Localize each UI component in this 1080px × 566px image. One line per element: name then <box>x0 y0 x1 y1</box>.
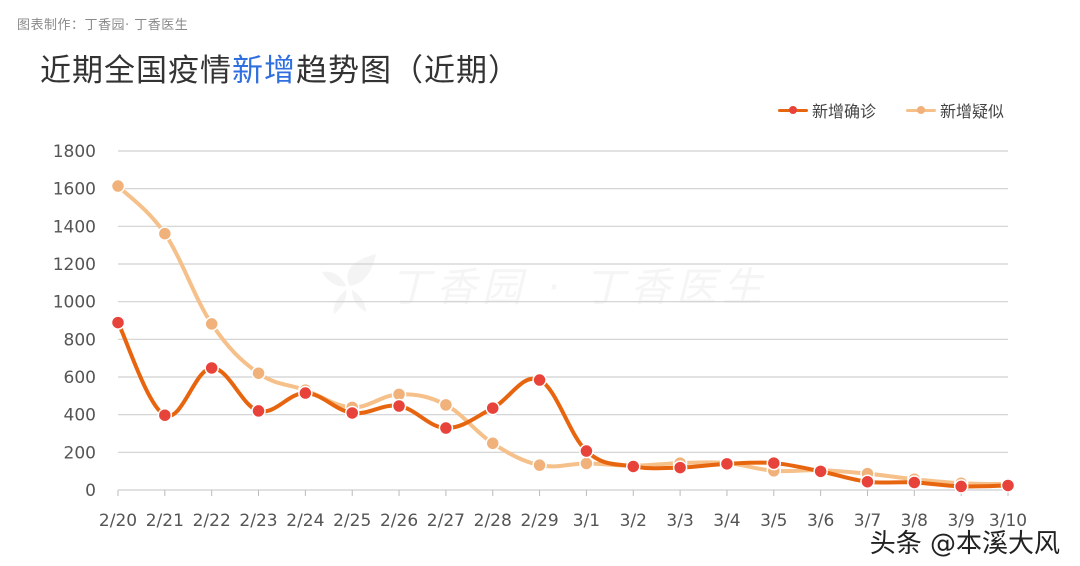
chart-credit: 图表制作：丁香园· 丁香医生 <box>17 18 189 33</box>
x-tick-label: 2/26 <box>380 511 418 531</box>
x-tick-label: 3/6 <box>807 511 834 531</box>
x-tick-label: 2/21 <box>146 511 184 531</box>
y-tick-label: 1600 <box>53 180 96 200</box>
y-tick-label: 600 <box>64 368 96 388</box>
data-point[interactable] <box>485 400 500 416</box>
data-point[interactable] <box>251 403 266 419</box>
chart-title: 近期全国疫情新增趋势图（近期） <box>40 45 520 90</box>
y-tick-label: 200 <box>64 443 96 463</box>
y-tick-label: 400 <box>64 406 96 426</box>
data-point[interactable] <box>110 315 126 330</box>
series-line <box>116 184 1010 487</box>
x-tick-label: 3/2 <box>620 511 647 531</box>
legend-label-confirmed: 新增确诊 <box>811 102 876 121</box>
y-tick-label: 1400 <box>53 217 96 237</box>
y-tick-label: 1200 <box>53 255 96 275</box>
data-point[interactable] <box>344 405 360 421</box>
x-tick-label: 3/9 <box>947 511 974 531</box>
x-tick-label: 2/24 <box>286 511 324 531</box>
x-tick-label: 2/20 <box>99 511 137 531</box>
y-tick-label: 0 <box>85 481 96 501</box>
data-point[interactable] <box>391 398 407 414</box>
data-point[interactable] <box>766 455 782 471</box>
data-point[interactable] <box>157 226 173 241</box>
legend-item-suspected[interactable]: 新增疑似 <box>905 98 1004 122</box>
y-tick-label: 800 <box>64 330 96 350</box>
data-point[interactable] <box>485 436 500 451</box>
x-tick-label: 3/7 <box>854 511 881 531</box>
data-point[interactable] <box>298 385 313 401</box>
data-point[interactable] <box>1000 478 1016 493</box>
x-tick-label: 2/28 <box>474 511 512 531</box>
data-point[interactable] <box>672 460 688 475</box>
y-tick-label: 1000 <box>53 293 96 313</box>
title-highlight: 新增 <box>232 53 296 89</box>
x-tick-label: 2/23 <box>239 511 277 531</box>
y-tick-label: 1800 <box>53 142 96 162</box>
chart-series <box>110 178 1016 494</box>
data-point[interactable] <box>579 456 594 471</box>
title-prefix: 近期全国疫情 <box>40 53 232 89</box>
y-axis: 0 200 400 600 800 1000 1200 1400 1600 1800 <box>53 142 96 501</box>
chart-legend: 新增确诊 新增疑似 <box>777 98 1004 122</box>
x-tick-label: 3/8 <box>901 511 928 531</box>
x-tick-label: 2/25 <box>333 511 371 531</box>
data-point[interactable] <box>907 475 922 490</box>
x-axis: 2/20 2/21 2/22 2/23 2/24 2/25 2/26 2/27 2/28 2/29… <box>99 489 1027 531</box>
data-point[interactable] <box>251 365 266 381</box>
data-point[interactable] <box>157 407 173 423</box>
source-watermark: 头条 @本溪大风 <box>869 529 1060 559</box>
data-point[interactable] <box>813 464 828 479</box>
legend-item-confirmed[interactable]: 新增确诊 <box>777 98 876 122</box>
data-point[interactable] <box>626 459 641 474</box>
data-point[interactable] <box>579 443 594 459</box>
data-point[interactable] <box>860 474 875 489</box>
data-point[interactable] <box>110 178 126 194</box>
data-point[interactable] <box>438 420 454 436</box>
series-line <box>116 320 1010 489</box>
x-tick-label: 3/5 <box>760 511 787 531</box>
series-confirmed <box>110 315 1016 494</box>
x-tick-label: 2/29 <box>520 511 558 531</box>
line-marker-icon <box>777 105 808 115</box>
data-point[interactable] <box>719 456 735 472</box>
x-tick-label: 3/3 <box>666 511 693 531</box>
x-tick-label: 2/22 <box>193 511 231 531</box>
legend-label-suspected: 新增疑似 <box>939 102 1004 121</box>
data-point[interactable] <box>532 457 547 473</box>
x-tick-label: 3/1 <box>573 511 600 531</box>
x-tick-label: 3/4 <box>713 511 740 531</box>
data-point[interactable] <box>953 479 969 494</box>
x-tick-label: 3/10 <box>989 511 1027 531</box>
line-marker-icon <box>905 105 936 115</box>
x-tick-label: 2/27 <box>427 511 465 531</box>
title-suffix: 趋势图（近期） <box>296 53 520 89</box>
data-point[interactable] <box>532 372 547 388</box>
data-point[interactable] <box>204 360 219 376</box>
watermark-text: 丁香园 · 丁香医生 <box>390 265 769 311</box>
data-point[interactable] <box>438 397 454 413</box>
data-point[interactable] <box>204 316 219 332</box>
